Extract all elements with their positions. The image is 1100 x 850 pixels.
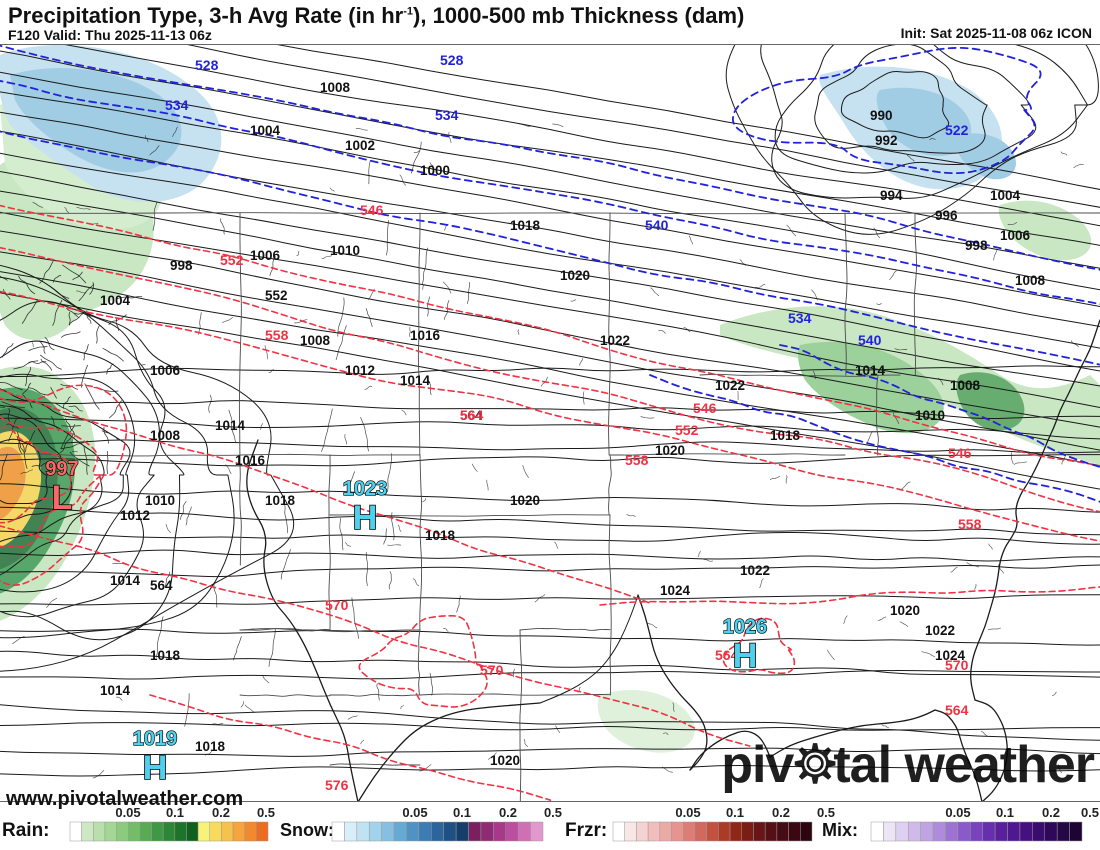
svg-text:0.2: 0.2	[772, 805, 790, 820]
svg-text:1004: 1004	[250, 123, 281, 138]
svg-text:534: 534	[165, 97, 189, 113]
svg-text:Frzr:: Frzr:	[565, 820, 607, 841]
svg-text:1018: 1018	[770, 428, 801, 443]
svg-text:1018: 1018	[195, 739, 226, 754]
svg-text:546: 546	[693, 400, 717, 416]
svg-text:1018: 1018	[425, 528, 456, 543]
svg-text:1008: 1008	[950, 378, 981, 393]
svg-text:522: 522	[945, 122, 969, 138]
svg-text:1014: 1014	[400, 373, 431, 388]
svg-text:1020: 1020	[510, 493, 540, 508]
svg-text:564: 564	[945, 702, 969, 718]
svg-text:1012: 1012	[120, 508, 150, 523]
svg-text:534: 534	[435, 107, 459, 123]
svg-text:Mix:: Mix:	[822, 820, 858, 840]
svg-text:1019: 1019	[133, 728, 178, 750]
svg-text:Rain:: Rain:	[2, 820, 50, 841]
svg-text:1023: 1023	[343, 478, 388, 500]
svg-text:1000: 1000	[420, 163, 450, 178]
svg-text:570: 570	[480, 662, 504, 678]
svg-text:1006: 1006	[250, 248, 281, 263]
svg-text:528: 528	[440, 52, 464, 68]
svg-text:1016: 1016	[235, 453, 266, 468]
svg-text:0.2: 0.2	[1042, 805, 1060, 820]
svg-text:570: 570	[945, 657, 969, 673]
svg-text:570: 570	[325, 597, 349, 613]
svg-text:1014: 1014	[100, 683, 131, 698]
svg-text:1016: 1016	[410, 328, 441, 343]
svg-text:1010: 1010	[915, 408, 945, 423]
svg-text:0.1: 0.1	[726, 805, 744, 820]
svg-text:540: 540	[858, 332, 882, 348]
svg-text:564: 564	[460, 407, 484, 423]
svg-text:1020: 1020	[890, 603, 920, 618]
svg-text:1008: 1008	[1015, 273, 1046, 288]
svg-text:1006: 1006	[1000, 228, 1031, 243]
svg-text:992: 992	[875, 133, 898, 148]
svg-text:1024: 1024	[660, 583, 691, 598]
svg-text:0.1: 0.1	[453, 805, 471, 820]
svg-text:0.1: 0.1	[996, 805, 1014, 820]
svg-text:0.5: 0.5	[257, 805, 275, 820]
svg-text:1020: 1020	[490, 753, 520, 768]
svg-text:996: 996	[935, 208, 958, 223]
svg-text:552: 552	[675, 422, 699, 438]
svg-text:1008: 1008	[300, 333, 331, 348]
svg-text:1020: 1020	[560, 268, 590, 283]
svg-text:546: 546	[948, 445, 972, 461]
svg-text:1018: 1018	[150, 648, 181, 663]
svg-text:1002: 1002	[345, 138, 375, 153]
svg-text:1014: 1014	[110, 573, 141, 588]
svg-text:H: H	[733, 637, 758, 675]
svg-text:1022: 1022	[925, 623, 955, 638]
svg-text:998: 998	[170, 258, 193, 273]
svg-text:576: 576	[325, 777, 349, 793]
svg-text:1008: 1008	[320, 80, 351, 95]
svg-text:0.05: 0.05	[402, 805, 427, 820]
svg-text:994: 994	[880, 188, 903, 203]
svg-text:1010: 1010	[330, 243, 360, 258]
svg-text:1018: 1018	[265, 493, 296, 508]
svg-text:990: 990	[870, 108, 893, 123]
svg-text:H: H	[143, 749, 168, 787]
svg-text:546: 546	[360, 202, 384, 218]
svg-text:1022: 1022	[600, 333, 630, 348]
svg-text:540: 540	[645, 217, 669, 233]
svg-text:1006: 1006	[150, 363, 181, 378]
svg-text:997: 997	[45, 458, 78, 480]
svg-text:0.1: 0.1	[166, 805, 184, 820]
svg-text:1026: 1026	[723, 616, 768, 638]
svg-text:1014: 1014	[215, 418, 246, 433]
svg-text:558: 558	[265, 327, 289, 343]
svg-text:1012: 1012	[345, 363, 375, 378]
svg-text:1010: 1010	[145, 493, 175, 508]
svg-text:Snow:: Snow:	[280, 820, 334, 840]
svg-text:552: 552	[265, 288, 288, 303]
svg-text:528: 528	[195, 57, 219, 73]
svg-text:0.2: 0.2	[212, 805, 230, 820]
svg-text:558: 558	[625, 452, 649, 468]
svg-text:0.2: 0.2	[499, 805, 517, 820]
svg-text:998: 998	[965, 238, 988, 253]
svg-text:0.05: 0.05	[675, 805, 700, 820]
svg-text:0.5: 0.5	[817, 805, 835, 820]
svg-text:1008: 1008	[150, 428, 181, 443]
svg-text:1004: 1004	[990, 188, 1021, 203]
svg-text:1022: 1022	[740, 563, 770, 578]
svg-text:1018: 1018	[510, 218, 541, 233]
svg-text:0.05: 0.05	[115, 805, 140, 820]
svg-text:L: L	[52, 479, 73, 517]
svg-text:1004: 1004	[100, 293, 131, 308]
svg-text:H: H	[353, 499, 378, 537]
svg-text:1014: 1014	[855, 363, 886, 378]
svg-text:552: 552	[220, 252, 244, 268]
svg-text:558: 558	[958, 516, 982, 532]
svg-text:1020: 1020	[655, 443, 685, 458]
svg-text:0.05: 0.05	[945, 805, 970, 820]
svg-text:564: 564	[150, 578, 173, 593]
svg-text:1022: 1022	[715, 378, 745, 393]
svg-text:0.5: 0.5	[1081, 805, 1099, 820]
svg-text:0.5: 0.5	[544, 805, 562, 820]
svg-text:534: 534	[788, 310, 812, 326]
